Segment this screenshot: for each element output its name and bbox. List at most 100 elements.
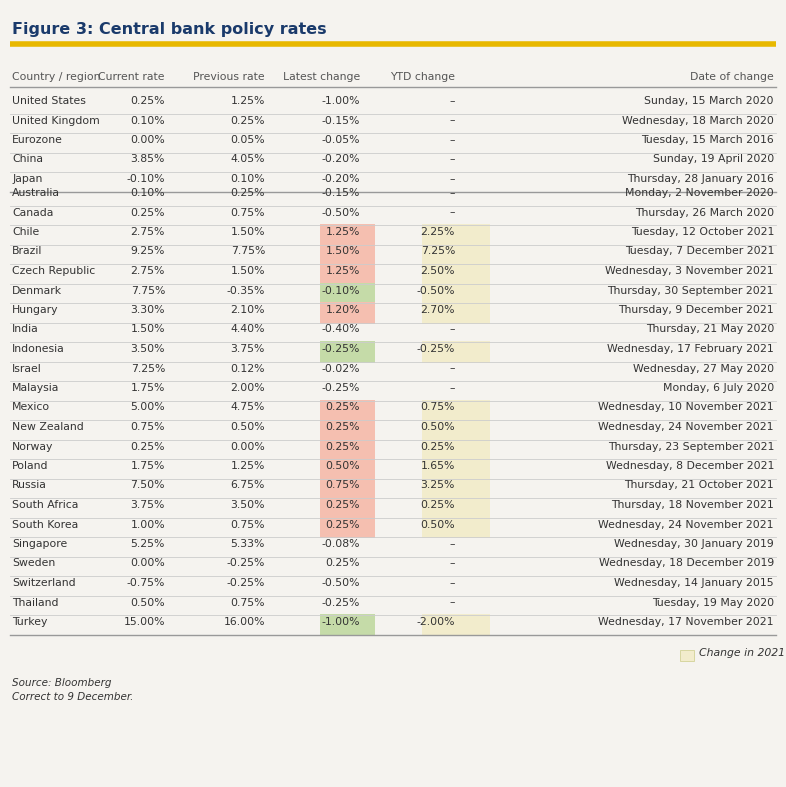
Text: –: –: [450, 116, 455, 125]
Text: Current rate: Current rate: [98, 72, 165, 82]
Text: Denmark: Denmark: [12, 286, 62, 295]
Text: -0.02%: -0.02%: [321, 364, 360, 374]
Text: Wednesday, 27 May 2020: Wednesday, 27 May 2020: [633, 364, 774, 374]
Text: United States: United States: [12, 96, 86, 106]
Text: 0.25%: 0.25%: [325, 422, 360, 432]
Text: –: –: [450, 154, 455, 164]
Text: Monday, 2 November 2020: Monday, 2 November 2020: [625, 188, 774, 198]
Text: 3.75%: 3.75%: [230, 344, 265, 354]
Text: 0.00%: 0.00%: [130, 135, 165, 145]
Text: –: –: [450, 559, 455, 568]
Bar: [320, 243, 375, 265]
Text: Wednesday, 30 January 2019: Wednesday, 30 January 2019: [614, 539, 774, 549]
Text: 0.25%: 0.25%: [130, 442, 165, 452]
Text: Hungary: Hungary: [12, 305, 58, 315]
Text: -0.25%: -0.25%: [321, 344, 360, 354]
Text: 0.25%: 0.25%: [421, 500, 455, 510]
Text: –: –: [450, 383, 455, 393]
Text: Malaysia: Malaysia: [12, 383, 60, 393]
Text: 7.25%: 7.25%: [421, 246, 455, 257]
Text: Czech Republic: Czech Republic: [12, 266, 95, 276]
Text: Wednesday, 18 March 2020: Wednesday, 18 March 2020: [623, 116, 774, 125]
Text: -0.25%: -0.25%: [417, 344, 455, 354]
Text: Russia: Russia: [12, 481, 47, 490]
Text: –: –: [450, 364, 455, 374]
Text: 0.25%: 0.25%: [325, 402, 360, 412]
Text: 0.25%: 0.25%: [325, 559, 360, 568]
Text: 0.25%: 0.25%: [325, 500, 360, 510]
Text: 9.25%: 9.25%: [130, 246, 165, 257]
Text: Thursday, 30 September 2021: Thursday, 30 September 2021: [608, 286, 774, 295]
Text: 7.25%: 7.25%: [130, 364, 165, 374]
Text: Thursday, 21 May 2020: Thursday, 21 May 2020: [645, 324, 774, 334]
Text: 2.25%: 2.25%: [421, 227, 455, 237]
Text: –: –: [450, 578, 455, 588]
Text: -0.10%: -0.10%: [321, 286, 360, 295]
Text: 0.50%: 0.50%: [230, 422, 265, 432]
Text: Thursday, 18 November 2021: Thursday, 18 November 2021: [612, 500, 774, 510]
Text: -0.20%: -0.20%: [321, 174, 360, 184]
Bar: [422, 419, 490, 441]
Text: 0.12%: 0.12%: [230, 364, 265, 374]
Bar: [422, 497, 490, 519]
Text: Australia: Australia: [12, 188, 60, 198]
Text: 0.00%: 0.00%: [230, 442, 265, 452]
Text: Thursday, 9 December 2021: Thursday, 9 December 2021: [619, 305, 774, 315]
Text: 0.75%: 0.75%: [230, 597, 265, 608]
Text: Wednesday, 24 November 2021: Wednesday, 24 November 2021: [598, 519, 774, 530]
Text: 4.75%: 4.75%: [230, 402, 265, 412]
Text: 1.75%: 1.75%: [130, 383, 165, 393]
Text: Source: Bloomberg: Source: Bloomberg: [12, 678, 112, 689]
Text: –: –: [450, 539, 455, 549]
Text: Change in 2021: Change in 2021: [699, 648, 785, 659]
Text: 0.50%: 0.50%: [325, 461, 360, 471]
Text: YTD change: YTD change: [390, 72, 455, 82]
Text: 1.25%: 1.25%: [325, 227, 360, 237]
Text: 3.85%: 3.85%: [130, 154, 165, 164]
Text: –: –: [450, 96, 455, 106]
Bar: [320, 478, 375, 499]
Text: Thursday, 28 January 2016: Thursday, 28 January 2016: [627, 174, 774, 184]
Bar: [422, 516, 490, 538]
Text: 1.65%: 1.65%: [421, 461, 455, 471]
Text: 1.50%: 1.50%: [325, 246, 360, 257]
Bar: [422, 283, 490, 304]
Text: -0.15%: -0.15%: [321, 188, 360, 198]
Text: 1.25%: 1.25%: [230, 96, 265, 106]
Text: 2.50%: 2.50%: [421, 266, 455, 276]
Bar: [320, 516, 375, 538]
Text: 1.25%: 1.25%: [325, 266, 360, 276]
Text: 2.00%: 2.00%: [230, 383, 265, 393]
Text: Switzerland: Switzerland: [12, 578, 75, 588]
Text: 0.75%: 0.75%: [230, 208, 265, 217]
Text: Tuesday, 7 December 2021: Tuesday, 7 December 2021: [625, 246, 774, 257]
Bar: [320, 497, 375, 519]
Text: South Africa: South Africa: [12, 500, 79, 510]
Text: Thursday, 23 September 2021: Thursday, 23 September 2021: [608, 442, 774, 452]
Text: Monday, 6 July 2020: Monday, 6 July 2020: [663, 383, 774, 393]
Text: Previous rate: Previous rate: [193, 72, 265, 82]
Text: India: India: [12, 324, 39, 334]
Text: Wednesday, 3 November 2021: Wednesday, 3 November 2021: [605, 266, 774, 276]
Text: -1.00%: -1.00%: [321, 96, 360, 106]
Text: 1.75%: 1.75%: [130, 461, 165, 471]
Text: Indonesia: Indonesia: [12, 344, 64, 354]
Text: 7.75%: 7.75%: [130, 286, 165, 295]
Text: 7.75%: 7.75%: [230, 246, 265, 257]
Text: South Korea: South Korea: [12, 519, 79, 530]
Text: 0.25%: 0.25%: [230, 188, 265, 198]
Text: 1.25%: 1.25%: [230, 461, 265, 471]
Text: 5.33%: 5.33%: [230, 539, 265, 549]
Text: -0.25%: -0.25%: [321, 597, 360, 608]
Text: Sunday, 19 April 2020: Sunday, 19 April 2020: [652, 154, 774, 164]
Text: Tuesday, 19 May 2020: Tuesday, 19 May 2020: [652, 597, 774, 608]
Text: -0.50%: -0.50%: [321, 578, 360, 588]
Text: Wednesday, 8 December 2021: Wednesday, 8 December 2021: [606, 461, 774, 471]
Text: –: –: [450, 174, 455, 184]
Text: Thursday, 21 October 2021: Thursday, 21 October 2021: [624, 481, 774, 490]
Text: Wednesday, 10 November 2021: Wednesday, 10 November 2021: [598, 402, 774, 412]
Text: 0.25%: 0.25%: [325, 519, 360, 530]
Text: -0.20%: -0.20%: [321, 154, 360, 164]
Text: -0.50%: -0.50%: [417, 286, 455, 295]
Text: 0.75%: 0.75%: [130, 422, 165, 432]
